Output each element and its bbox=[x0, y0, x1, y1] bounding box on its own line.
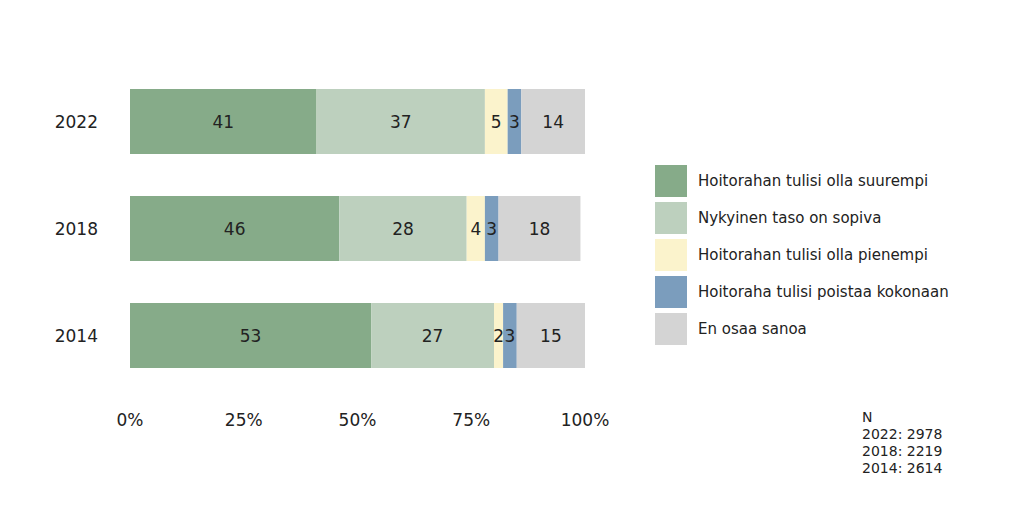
svg-text:2022: 2978: 2022: 2978 bbox=[862, 426, 942, 442]
svg-text:2014: 2014 bbox=[55, 326, 98, 346]
svg-text:2: 2 bbox=[493, 326, 504, 346]
svg-text:4: 4 bbox=[470, 219, 481, 239]
svg-text:3: 3 bbox=[505, 326, 516, 346]
svg-text:14: 14 bbox=[542, 112, 564, 132]
svg-text:28: 28 bbox=[392, 219, 414, 239]
svg-text:46: 46 bbox=[224, 219, 246, 239]
svg-text:100%: 100% bbox=[561, 410, 610, 430]
svg-text:2018: 2219: 2018: 2219 bbox=[862, 443, 942, 459]
svg-text:En osaa sanoa: En osaa sanoa bbox=[698, 320, 807, 338]
svg-text:27: 27 bbox=[422, 326, 444, 346]
svg-text:Hoitoraha tulisi poistaa kokon: Hoitoraha tulisi poistaa kokonaan bbox=[698, 283, 949, 301]
svg-text:18: 18 bbox=[529, 219, 551, 239]
svg-text:Hoitorahan tulisi olla pienemp: Hoitorahan tulisi olla pienempi bbox=[698, 246, 928, 264]
svg-text:15: 15 bbox=[540, 326, 562, 346]
svg-text:5: 5 bbox=[491, 112, 502, 132]
svg-text:3: 3 bbox=[509, 112, 520, 132]
svg-text:N: N bbox=[862, 409, 872, 425]
svg-text:2022: 2022 bbox=[55, 112, 98, 132]
svg-text:75%: 75% bbox=[452, 410, 490, 430]
svg-text:0%: 0% bbox=[117, 410, 144, 430]
svg-text:2014: 2614: 2014: 2614 bbox=[862, 460, 943, 476]
svg-text:Nykyinen taso on sopiva: Nykyinen taso on sopiva bbox=[698, 209, 881, 227]
svg-text:41: 41 bbox=[212, 112, 234, 132]
svg-text:3: 3 bbox=[486, 219, 497, 239]
svg-text:2018: 2018 bbox=[55, 219, 98, 239]
svg-text:53: 53 bbox=[240, 326, 262, 346]
svg-text:25%: 25% bbox=[225, 410, 263, 430]
svg-text:50%: 50% bbox=[339, 410, 377, 430]
svg-text:37: 37 bbox=[390, 112, 412, 132]
svg-text:Hoitorahan tulisi olla suuremp: Hoitorahan tulisi olla suurempi bbox=[698, 172, 928, 190]
